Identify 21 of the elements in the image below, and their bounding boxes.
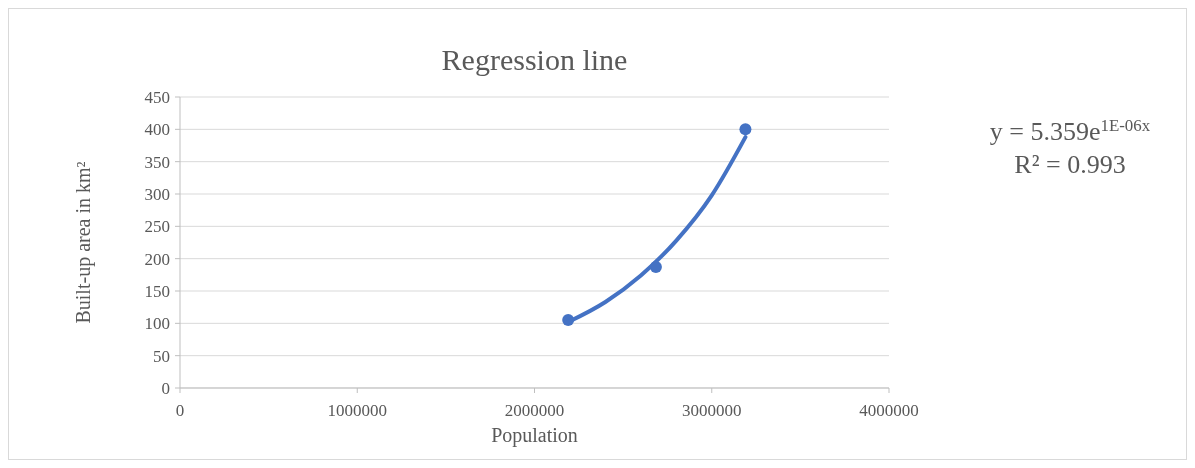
x-tick-label: 4000000 — [859, 400, 919, 420]
y-tick-label: 400 — [144, 120, 170, 140]
y-axis-title: Built-up area in km² — [72, 161, 95, 324]
chart-title: Regression line — [441, 43, 628, 76]
x-tick-label: 1000000 — [327, 400, 387, 420]
y-tick-label: 100 — [144, 314, 170, 334]
y-tick-label: 250 — [144, 217, 170, 237]
y-tick-label: 350 — [144, 152, 170, 172]
x-tick-label: 0 — [175, 400, 185, 420]
y-tick-label: 50 — [153, 346, 170, 366]
text: R² = 0.993 — [1014, 150, 1126, 179]
y-tick-label: 150 — [144, 281, 170, 301]
text: y = 5.359e$^{1E-06x}$ — [989, 115, 1151, 146]
x-axis-title: Population — [491, 424, 578, 447]
point — [739, 123, 752, 136]
y-tick-label: 450 — [144, 87, 170, 107]
x-tick-label: 3000000 — [682, 400, 742, 420]
y-tick-label: 300 — [144, 184, 170, 204]
y-tick-label: 0 — [161, 378, 170, 398]
x-tick-label: 2000000 — [504, 400, 565, 420]
y-tick-label: 200 — [144, 249, 170, 269]
